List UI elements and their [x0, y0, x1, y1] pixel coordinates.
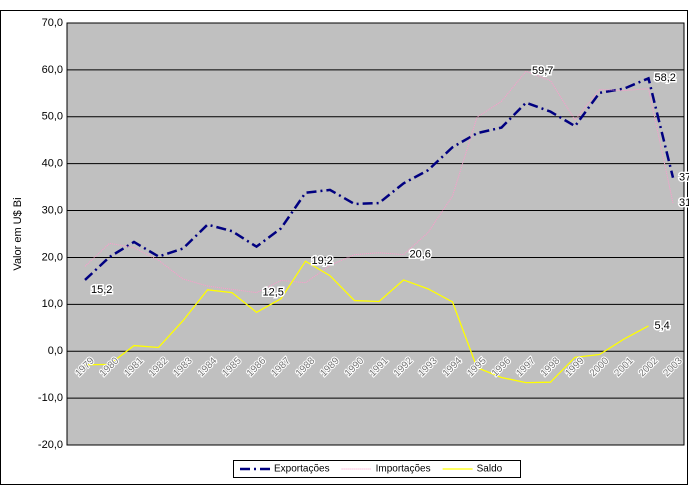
data-label: 31,6 [679, 197, 689, 209]
data-label: 58,2 [655, 72, 676, 84]
y-axis-label: Valor em U$ Bi [12, 197, 24, 270]
y-tick-label: 30,0 [42, 204, 63, 216]
data-label: 59,7 [532, 65, 553, 77]
legend-label: Importações [376, 464, 431, 475]
legend-label: Exportações [274, 464, 330, 475]
y-tick-label: 40,0 [42, 158, 63, 170]
data-label: 37,0 [679, 172, 689, 184]
y-tick-label: 0,0 [48, 345, 63, 357]
y-tick-label: 50,0 [42, 111, 63, 123]
series-line [84, 260, 649, 384]
y-tick-label: 10,0 [42, 298, 63, 310]
y-tick-label: 70,0 [42, 17, 63, 29]
y-tick-label: -10,0 [38, 392, 63, 404]
plot-area [66, 22, 685, 446]
series-line [84, 70, 674, 294]
data-label: 19,2 [312, 255, 333, 267]
legend-label: Saldo [477, 464, 503, 475]
data-label: 20,6 [410, 249, 431, 261]
y-tick-label: 20,0 [42, 251, 63, 263]
y-tick-label: 60,0 [42, 64, 63, 76]
legend: Exportações Importações Saldo [233, 460, 521, 478]
y-tick-label: -20,0 [38, 439, 63, 451]
legend-box [233, 460, 521, 478]
data-label: 12,5 [263, 287, 284, 299]
data-label: 15,2 [91, 284, 112, 296]
data-label: 5,4 [655, 320, 670, 332]
